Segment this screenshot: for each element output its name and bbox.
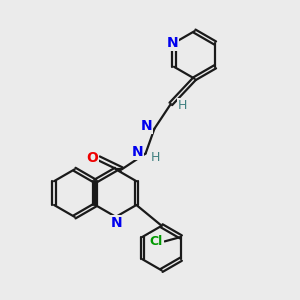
Text: H: H [150,151,160,164]
Text: O: O [86,151,98,165]
Text: Cl: Cl [150,235,163,248]
Text: N: N [111,216,122,230]
Text: N: N [140,119,152,133]
Text: N: N [131,145,143,159]
Text: H: H [177,99,187,112]
Text: N: N [167,36,178,50]
